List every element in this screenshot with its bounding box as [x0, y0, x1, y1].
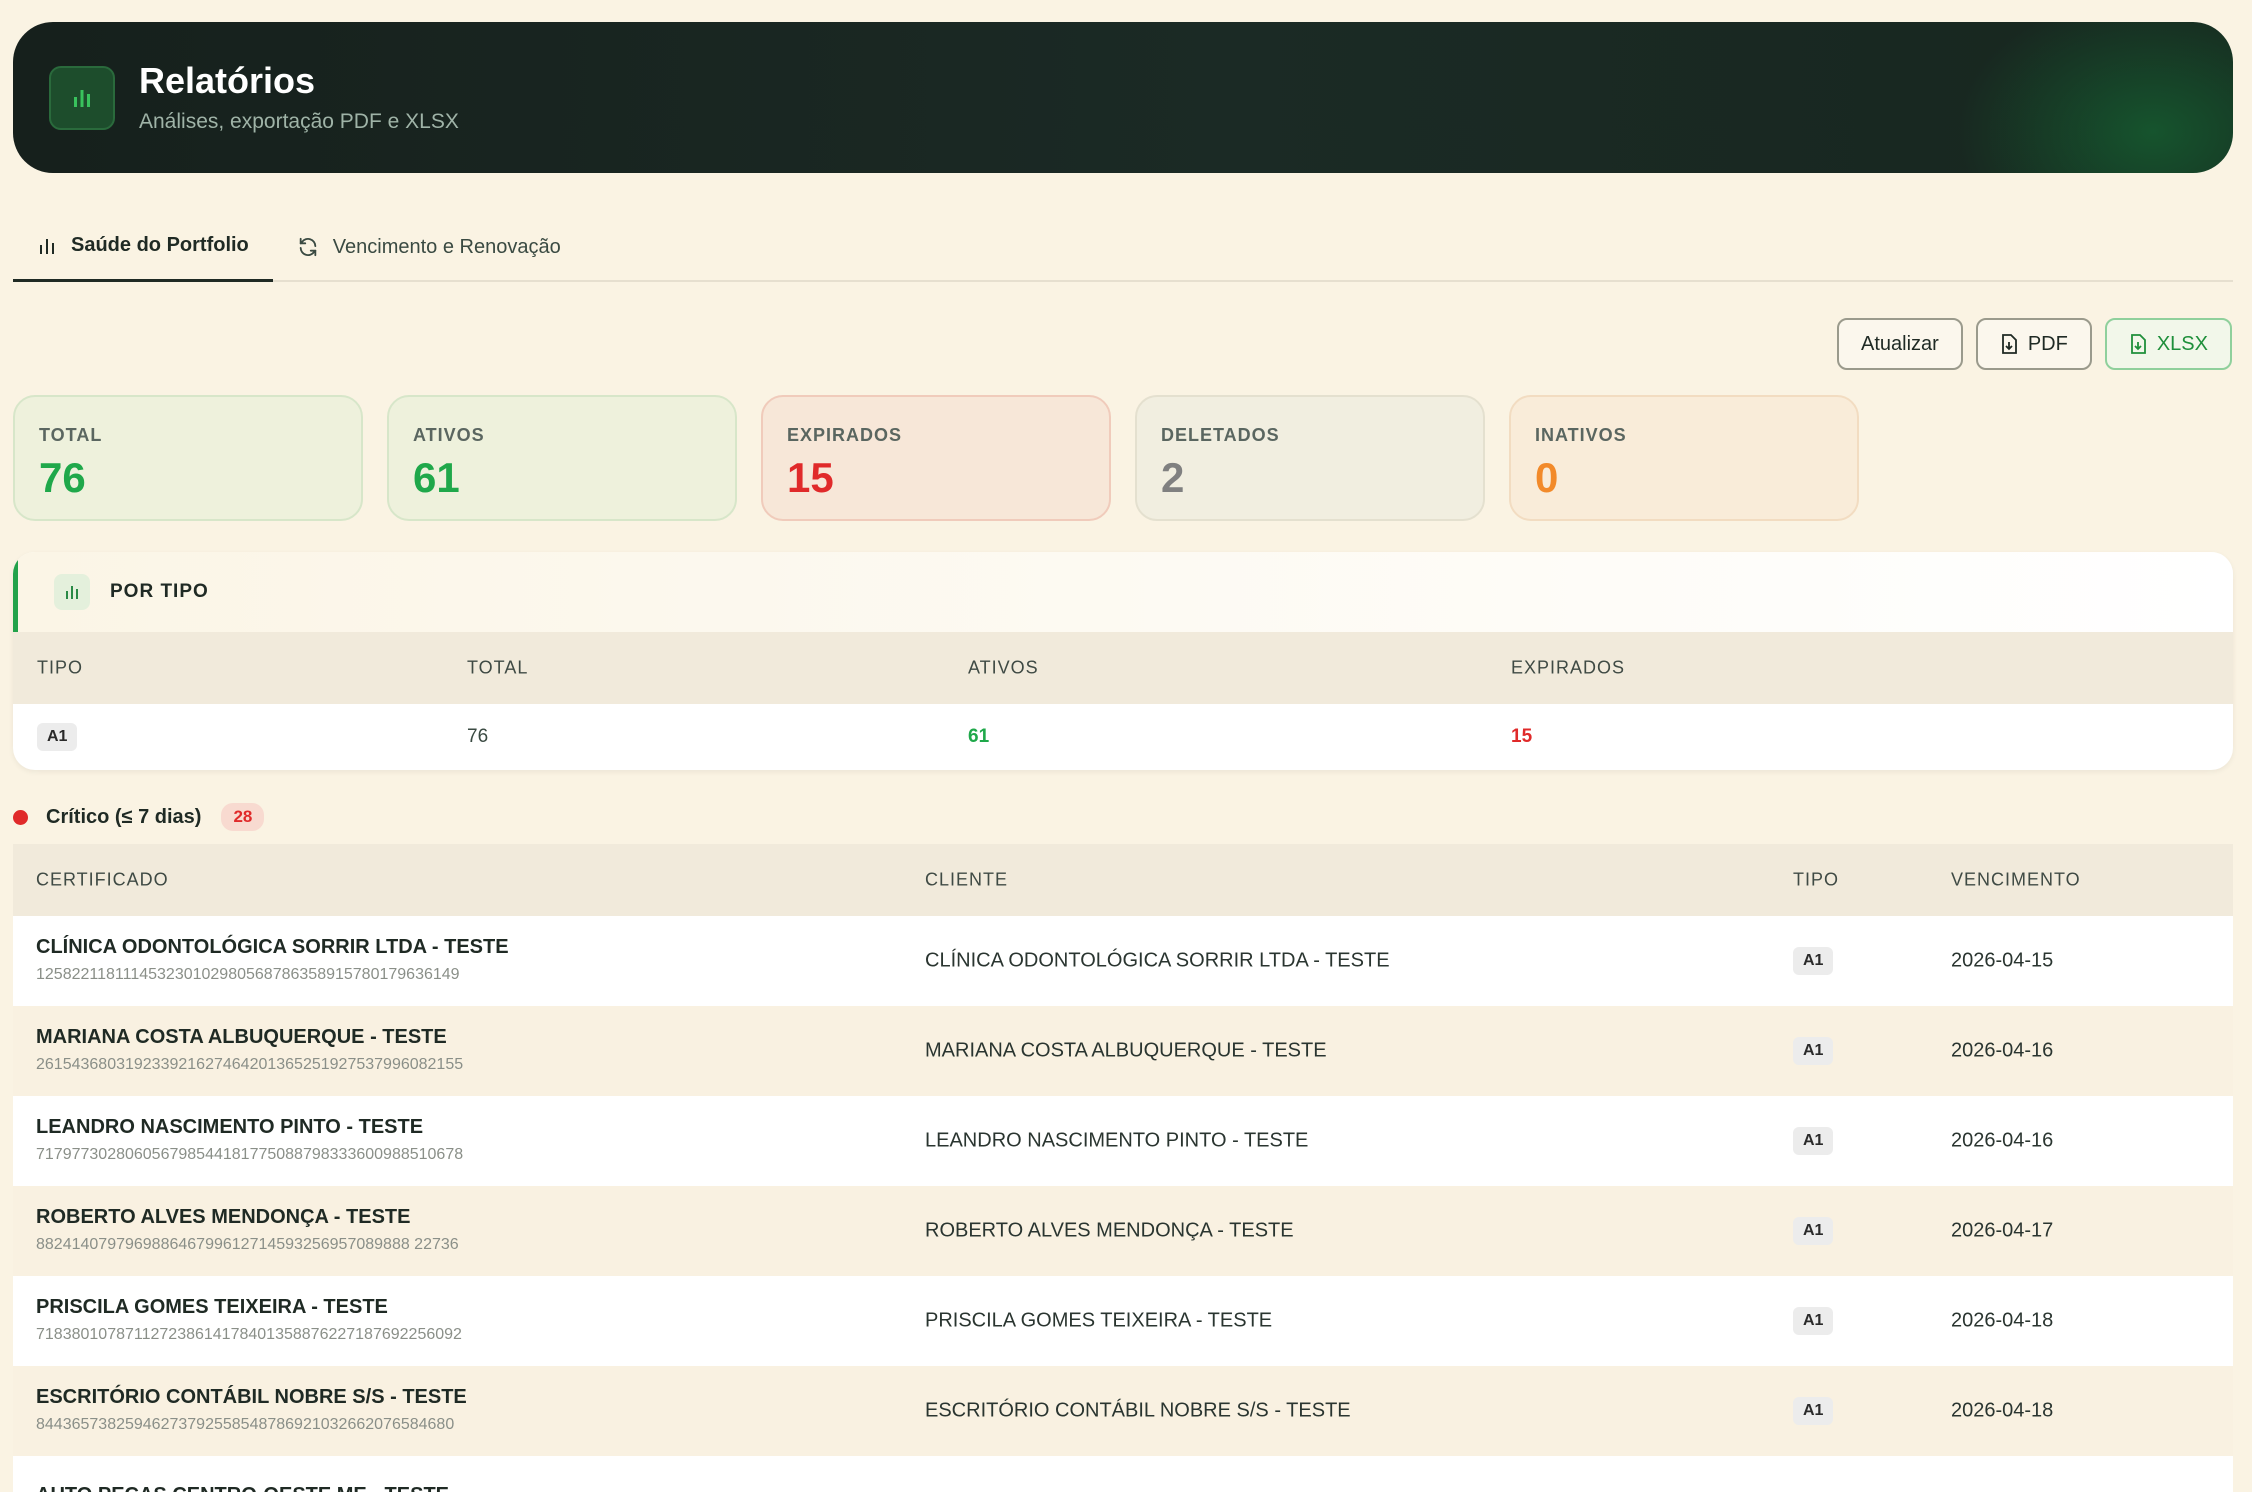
certificate-serial: 8443657382594627379255854878692103266207…	[36, 1416, 455, 1433]
stat-label: TOTAL	[39, 425, 103, 445]
client-name: PRISCILA GOMES TEIXEIRA - TESTE	[925, 1309, 1273, 1332]
certificate-serial: 2615436803192339216274642013652519275379…	[36, 1056, 464, 1073]
client-name: ESCRITÓRIO CONTÁBIL NOBRE S/S - TESTE	[925, 1399, 1351, 1422]
table-row: A1 76 61 15	[13, 704, 2233, 770]
type-badge: A1	[1793, 1217, 1834, 1245]
expiration-date: 2026-04-18	[1951, 1399, 2054, 1422]
table-row[interactable]: ROBERTO ALVES MENDONÇA - TESTE 882414079…	[13, 1186, 2233, 1276]
certificate-name: CLÍNICA ODONTOLÓGICA SORRIR LTDA - TESTE	[36, 936, 509, 958]
export-xlsx-button[interactable]: XLSX	[2104, 318, 2232, 370]
tab-label: Vencimento e Renovação	[332, 235, 561, 258]
column-header-client: CLIENTE	[925, 869, 1009, 890]
client-name: CLÍNICA ODONTOLÓGICA SORRIR LTDA - TESTE	[925, 949, 1390, 972]
xlsx-label: XLSX	[2156, 332, 2208, 355]
page-header: Relatórios Análises, exportação PDF e XL…	[13, 22, 2233, 173]
table-row-partial[interactable]: AUTO PEÇAS CENTRO-OESTE ME - TESTE	[13, 1456, 2233, 1492]
expired-value: 15	[1511, 726, 1533, 747]
tab-label: Saúde do Portfolio	[71, 234, 249, 256]
type-badge: A1	[1793, 947, 1834, 975]
bar-chart-icon	[49, 65, 115, 130]
stat-card-deleted: DELETADOS 2	[1135, 395, 1485, 521]
certificate-name: PRISCILA GOMES TEIXEIRA - TESTE	[36, 1296, 388, 1318]
critical-count-badge: 28	[221, 803, 265, 831]
type-badge: A1	[1793, 1127, 1834, 1155]
critical-section-header: Crítico (≤ 7 dias) 28	[13, 803, 265, 831]
tab-expiration-renewal[interactable]: Vencimento e Renovação	[273, 212, 585, 282]
refresh-button[interactable]: Atualizar	[1837, 318, 1963, 370]
certificate-name: LEANDRO NASCIMENTO PINTO - TESTE	[36, 1116, 424, 1138]
table-row[interactable]: ESCRITÓRIO CONTÁBIL NOBRE S/S - TESTE 84…	[13, 1366, 2233, 1456]
table-row[interactable]: MARIANA COSTA ALBUQUERQUE - TESTE 261543…	[13, 1006, 2233, 1096]
bar-chart-icon	[54, 574, 90, 610]
column-header-certificate: CERTIFICADO	[36, 869, 169, 890]
client-name: MARIANA COSTA ALBUQUERQUE - TESTE	[925, 1039, 1327, 1062]
expiration-date: 2026-04-18	[1951, 1309, 2054, 1332]
column-header-active: ATIVOS	[968, 657, 1039, 678]
column-header-total: TOTAL	[467, 657, 529, 678]
stats-row: TOTAL 76 ATIVOS 61 EXPIRADOS 15 DELETADO…	[13, 395, 1859, 521]
pdf-label: PDF	[2027, 332, 2068, 355]
expiration-date: 2026-04-16	[1951, 1129, 2054, 1152]
status-dot-icon	[13, 809, 28, 825]
file-download-icon	[2130, 334, 2146, 354]
active-value: 61	[968, 726, 990, 747]
stat-card-expired: EXPIRADOS 15	[761, 395, 1111, 521]
type-badge: A1	[1793, 1037, 1834, 1065]
critical-label: Crítico (≤ 7 dias)	[46, 805, 202, 828]
stat-label: INATIVOS	[1535, 425, 1627, 445]
type-badge: A1	[1793, 1397, 1834, 1425]
client-name: LEANDRO NASCIMENTO PINTO - TESTE	[925, 1129, 1309, 1152]
tab-bar: Saúde do Portfolio Vencimento e Renovaçã…	[13, 212, 2233, 282]
type-badge: A1	[1793, 1307, 1834, 1335]
stat-value: 0	[1535, 454, 1559, 501]
table-header: TIPO TOTAL ATIVOS EXPIRADOS	[13, 632, 2233, 704]
stat-value: 15	[787, 454, 834, 501]
page-subtitle: Análises, exportação PDF e XLSX	[139, 110, 459, 134]
total-value: 76	[467, 726, 489, 747]
expiration-date: 2026-04-17	[1951, 1219, 2054, 1242]
certificate-serial: 1258221181114532301029805687863589157801…	[36, 966, 460, 983]
table-row[interactable]: PRISCILA GOMES TEIXEIRA - TESTE 71838010…	[13, 1276, 2233, 1366]
column-header-type: TIPO	[37, 657, 84, 678]
column-header-expiration: VENCIMENTO	[1951, 869, 2081, 890]
expiration-date: 2026-04-16	[1951, 1039, 2054, 1062]
stat-card-total: TOTAL 76	[13, 395, 363, 521]
table-header: CERTIFICADO CLIENTE TIPO VENCIMENTO	[13, 844, 2233, 916]
stat-card-inactive: INATIVOS 0	[1509, 395, 1859, 521]
table-row[interactable]: CLÍNICA ODONTOLÓGICA SORRIR LTDA - TESTE…	[13, 916, 2233, 1006]
certificate-name: ESCRITÓRIO CONTÁBIL NOBRE S/S - TESTE	[36, 1386, 467, 1408]
certificate-serial: 7179773028060567985441817750887983336009…	[36, 1146, 464, 1163]
export-pdf-button[interactable]: PDF	[1975, 318, 2092, 370]
certificate-name: ROBERTO ALVES MENDONÇA - TESTE	[36, 1206, 411, 1228]
file-download-icon	[2001, 334, 2017, 354]
certificate-serial: 8824140797969886467996127145932569570898…	[36, 1236, 459, 1253]
stat-label: ATIVOS	[413, 425, 485, 445]
stat-value: 2	[1161, 454, 1185, 501]
stat-value: 76	[39, 454, 86, 501]
refresh-icon	[299, 237, 317, 257]
report-actions: Atualizar PDF XLSX	[1837, 318, 2232, 370]
stat-label: DELETADOS	[1161, 425, 1280, 445]
stat-value: 61	[413, 454, 460, 501]
page-title: Relatórios	[139, 59, 316, 101]
expiration-date: 2026-04-15	[1951, 949, 2054, 972]
critical-table: CERTIFICADO CLIENTE TIPO VENCIMENTO CLÍN…	[13, 844, 2233, 1492]
stat-card-active: ATIVOS 61	[387, 395, 737, 521]
table-row[interactable]: LEANDRO NASCIMENTO PINTO - TESTE 7179773…	[13, 1096, 2233, 1186]
certificate-serial: 7183801078711272386141784013588762271876…	[36, 1326, 462, 1343]
stat-label: EXPIRADOS	[787, 425, 903, 445]
panel-title: POR TIPO	[110, 581, 209, 602]
column-header-type: TIPO	[1793, 869, 1840, 890]
bar-chart-icon	[40, 238, 54, 254]
by-type-panel: POR TIPO TIPO TOTAL ATIVOS EXPIRADOS A1 …	[13, 552, 2233, 770]
certificate-name: AUTO PEÇAS CENTRO-OESTE ME - TESTE	[36, 1484, 449, 1492]
client-name: ROBERTO ALVES MENDONÇA - TESTE	[925, 1219, 1294, 1242]
certificate-name: MARIANA COSTA ALBUQUERQUE - TESTE	[36, 1026, 447, 1048]
type-badge: A1	[37, 723, 78, 751]
tab-portfolio-health[interactable]: Saúde do Portfolio	[13, 212, 273, 282]
panel-header: POR TIPO	[13, 552, 2233, 632]
column-header-expired: EXPIRADOS	[1511, 657, 1626, 678]
